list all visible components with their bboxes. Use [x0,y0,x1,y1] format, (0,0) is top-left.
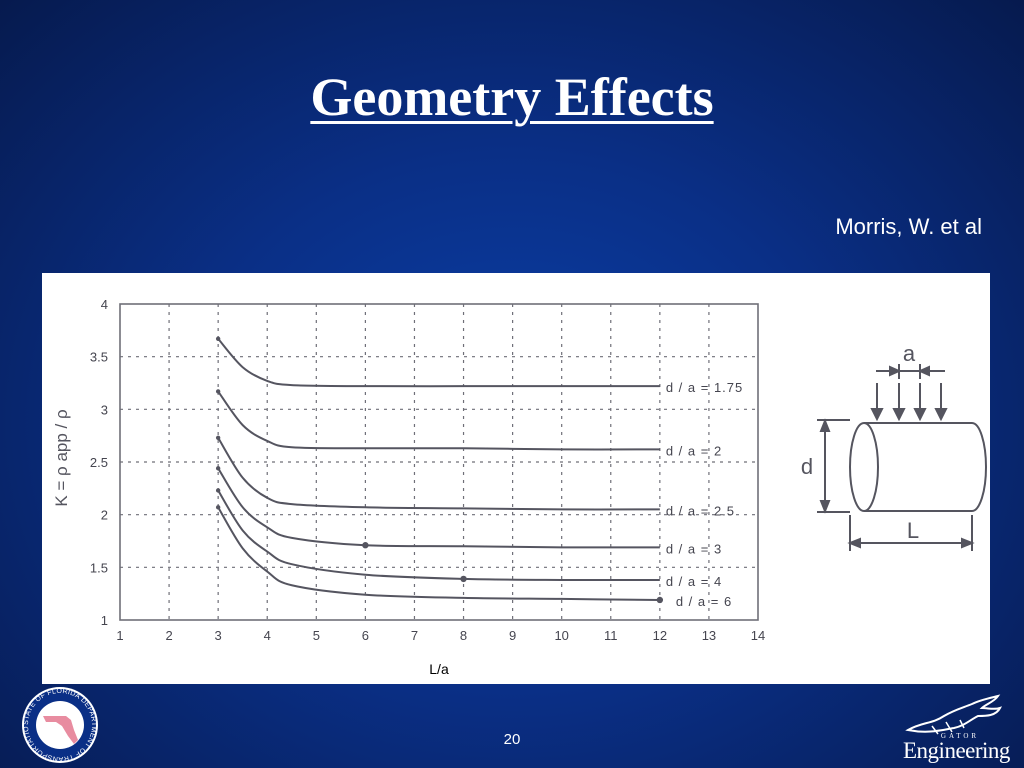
gator-icon [905,694,1002,733]
y-tick-label: 3 [101,402,108,417]
x-tick-label: 3 [215,628,222,643]
series-start-point [215,466,221,471]
y-axis-label: K = ρ app / ρ [52,409,71,506]
diameter-d-marker [817,418,850,514]
y-tick-label: 3.5 [90,350,108,365]
series-line [217,390,660,451]
series-start-point [215,336,221,341]
page-number: 20 [503,731,521,748]
grid-layer [119,303,759,621]
series-label: d / a = 3 [666,541,722,556]
x-tick-label: 9 [509,628,516,643]
x-tick-label: 1 [116,628,123,643]
x-axis-label: L/a [429,661,449,677]
series-label: d / a = 1.75 [666,380,743,395]
series-start-point [215,505,221,510]
electrode-arrows [870,383,948,422]
x-tick-label: 6 [362,628,369,643]
series-line [217,506,660,601]
x-tick-label: 13 [702,628,716,643]
slide-title: Geometry Effects [310,67,714,127]
series-start-point [215,488,221,493]
x-tick-label: 14 [751,628,765,643]
y-tick-label: 2.5 [90,455,108,470]
x-tick-label: 2 [165,628,172,643]
cylinder-end [849,422,879,512]
marked-point [656,596,664,604]
gator-small-text: GATOR [941,732,979,740]
marked-point [362,542,369,549]
series-label: d / a = 6 [676,594,732,609]
series-start-point [215,435,221,440]
x-tick-label: 8 [460,628,467,643]
plot-frame [119,303,759,621]
series-label: d / a = 4 [666,574,722,589]
y-tick-label: 1.5 [90,560,108,575]
figure-panel: 1 2 3 4 5 6 7 8 9 10 11 12 13 14 1 1.5 2 2.5 3 3.5 4 d / a = … [42,273,990,684]
fdot-seal-logo: STATE OF FLORIDA DEPARTMENT OF TRANSPORT… [16,686,98,763]
series-start-point [215,389,221,394]
y-tick-label: 2 [101,508,108,523]
diagram-label-a: a [903,341,916,366]
series-line [217,338,660,388]
y-tick-label: 1 [101,613,108,628]
x-tick-label: 5 [313,628,320,643]
cylinder-body [864,422,987,512]
spacing-a-marker [876,364,945,379]
diagram-label-L: L [907,518,919,543]
series-label: d / a = 2 [666,443,722,458]
diagram-label-d: d [801,454,813,479]
x-tick-label: 12 [653,628,667,643]
series-line [217,489,660,582]
engineering-wordmark: Engineering [903,738,1010,763]
x-tick-label: 7 [411,628,418,643]
x-tick-label: 11 [604,628,618,643]
y-tick-label: 4 [101,297,108,312]
x-tick-label: 10 [554,628,568,643]
x-tick-label: 4 [264,628,271,643]
marked-point [460,575,467,583]
florida-shape-icon [43,716,78,744]
series-line [217,437,660,511]
series-layer [215,336,664,604]
series-line [217,467,660,549]
cylinder-diagram [817,364,987,551]
length-L-marker [847,515,975,551]
gator-engineering-logo: GATOR [905,694,1002,740]
series-label: d / a = 2.5 [666,503,735,518]
citation: Morris, W. et al [835,214,982,239]
